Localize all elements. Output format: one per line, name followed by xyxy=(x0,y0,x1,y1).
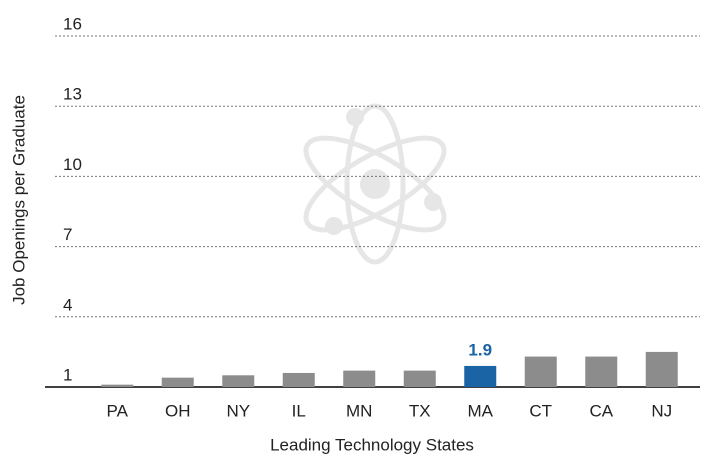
x-tick-label: CA xyxy=(589,401,613,420)
x-tick-label: IL xyxy=(292,401,306,420)
bar xyxy=(585,357,617,387)
x-tick-label: MN xyxy=(346,401,372,420)
bar xyxy=(162,378,194,387)
y-tick-label: 16 xyxy=(63,14,82,33)
bar xyxy=(525,357,557,387)
bar xyxy=(222,375,254,387)
y-axis-label: Job Openings per Graduate xyxy=(9,95,28,305)
x-tick-label: NY xyxy=(226,401,250,420)
bar xyxy=(646,352,678,387)
x-tick-label: OH xyxy=(165,401,191,420)
y-tick-label: 13 xyxy=(63,85,82,104)
bar xyxy=(101,385,133,387)
y-tick-label: 7 xyxy=(63,225,72,244)
x-tick-label: CT xyxy=(529,401,552,420)
x-tick-label: PA xyxy=(107,401,129,420)
chart: Job Openings per Graduate Leading Techno… xyxy=(0,0,704,459)
x-axis-label: Leading Technology States xyxy=(270,435,474,454)
bar xyxy=(283,373,315,387)
x-tick-label: MA xyxy=(468,401,494,420)
y-tick-label: 10 xyxy=(63,155,82,174)
bar xyxy=(404,371,436,387)
y-tick-label: 4 xyxy=(63,295,72,314)
bar xyxy=(343,371,375,387)
x-tick-label: TX xyxy=(409,401,431,420)
watermark-atom xyxy=(293,106,456,262)
x-tick-label: NJ xyxy=(651,401,672,420)
data-label: 1.9 xyxy=(468,340,492,359)
bar xyxy=(464,366,496,387)
y-tick-label: 1 xyxy=(63,365,72,384)
